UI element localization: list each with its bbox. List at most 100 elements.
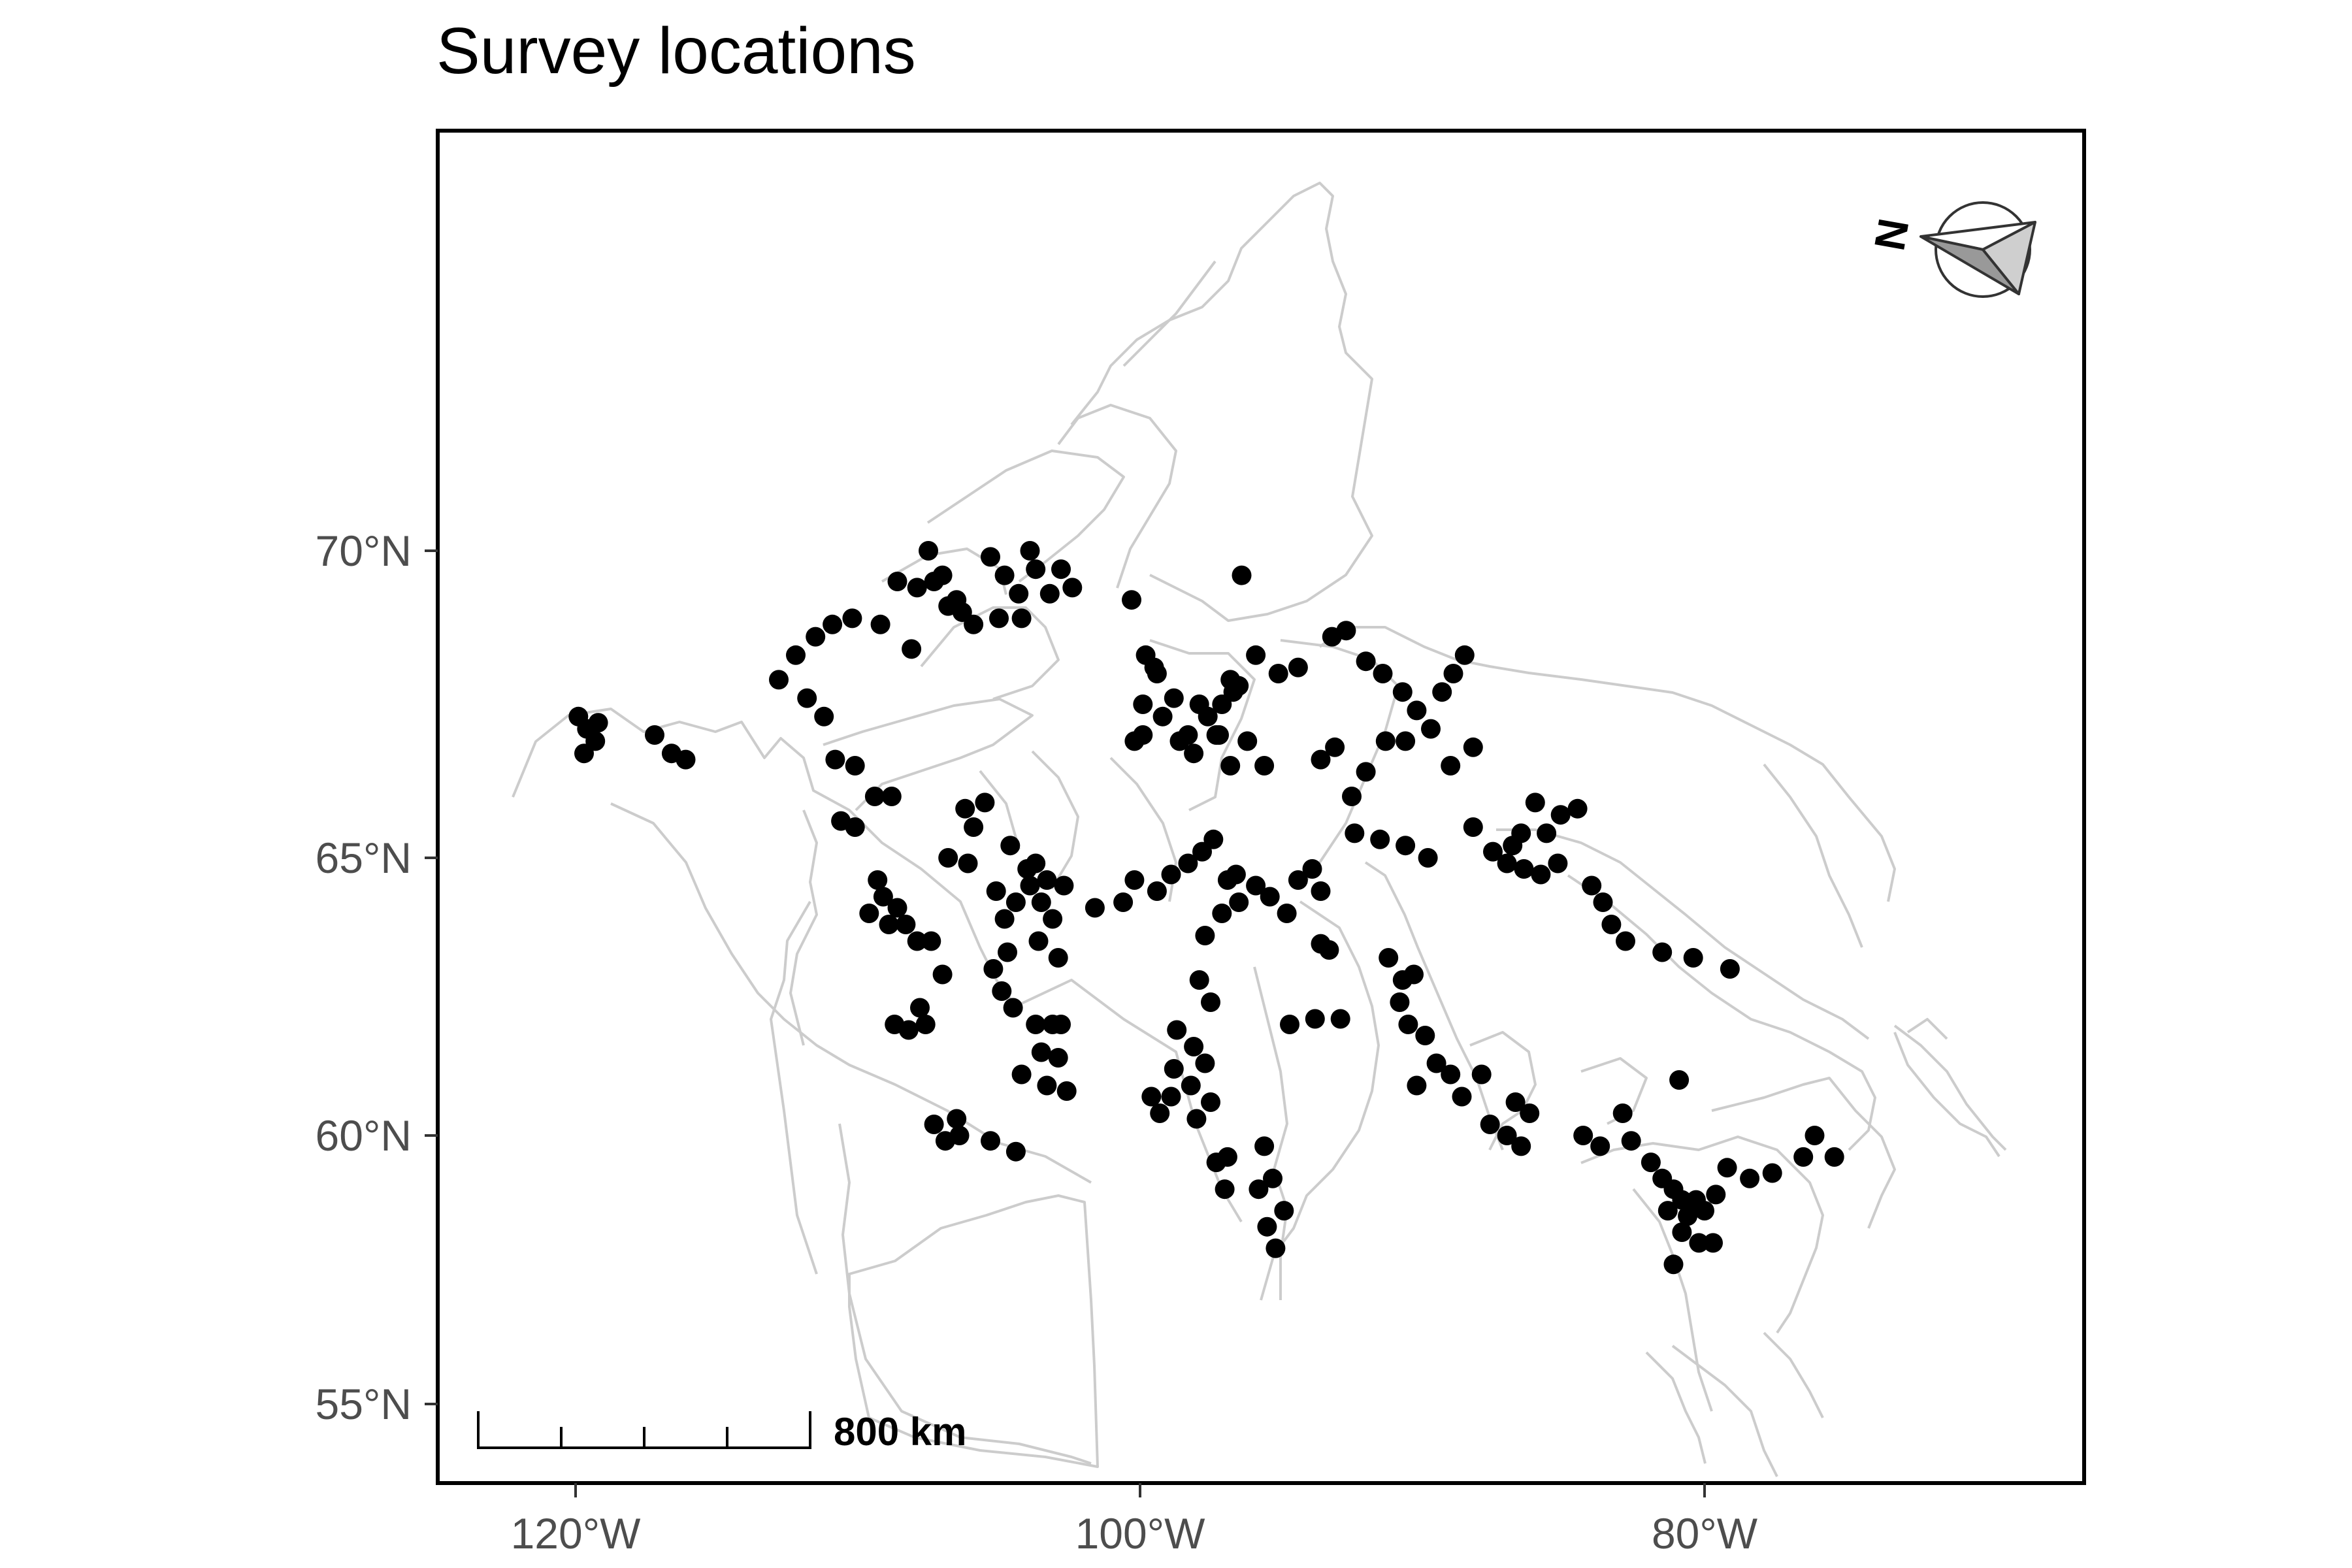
survey-point [1229,892,1249,912]
survey-point [588,713,608,733]
survey-point [1037,870,1057,890]
survey-point [1454,645,1475,665]
survey-point [1122,590,1141,610]
survey-point [1330,1009,1350,1029]
plot-frame [436,129,2086,1485]
survey-point [1342,787,1362,806]
survey-point [1220,756,1241,776]
survey-point [947,590,967,610]
survey-point [1305,1009,1325,1029]
survey-point [868,870,888,890]
survey-point [1497,853,1517,874]
survey-point [1407,700,1427,721]
survey-point [1189,970,1209,990]
survey-point [1514,859,1534,879]
survey-point [1203,829,1224,849]
survey-point [994,909,1015,929]
survey-point [1432,682,1452,702]
survey-point [1612,1103,1633,1123]
survey-point [1164,1059,1184,1079]
survey-point [870,614,890,634]
survey-point [887,898,907,918]
survey-point [932,565,953,585]
survey-point [1415,1026,1435,1045]
survey-point [1051,559,1071,580]
survey-point [989,608,1009,629]
survey-point [864,787,885,806]
survey-point [1373,664,1393,683]
survey-point [896,915,916,934]
survey-point [1048,1048,1068,1068]
survey-point [1573,1126,1593,1145]
survey-points-layer [568,541,1844,1275]
survey-point [1311,749,1331,770]
survey-point [1497,1126,1517,1145]
survey-point [806,627,826,647]
survey-point [992,981,1012,1001]
survey-point [1000,836,1021,856]
survey-point [1212,904,1232,923]
survey-point [1793,1147,1814,1167]
survey-point [1311,881,1331,901]
survey-point [1133,694,1153,714]
x-tick-label: 80°W [1652,1509,1758,1558]
survey-point [881,787,902,806]
x-axis: 120°W 100°W 80°W [511,1483,1758,1558]
survey-point [825,749,845,770]
survey-point [998,942,1017,962]
survey-point [1483,841,1503,862]
survey-point [1161,1086,1181,1107]
survey-point [1663,1254,1684,1275]
survey-point [1407,1075,1427,1096]
survey-point [1150,1103,1170,1123]
survey-point [981,1131,1000,1151]
survey-point [1511,1136,1531,1156]
survey-point [1232,565,1252,585]
y-axis: 70°N 65°N 60°N 55°N [316,527,438,1428]
survey-point [1181,1075,1201,1096]
survey-point [1678,1206,1698,1226]
survey-point [1124,731,1145,751]
survey-point [1325,737,1345,757]
survey-point [574,743,594,764]
y-tick-label: 65°N [316,834,412,882]
survey-point [986,881,1006,901]
survey-point [1480,1115,1500,1134]
survey-point [1703,1233,1723,1253]
survey-point [1548,853,1568,874]
survey-point [1396,836,1416,856]
survey-point [879,915,899,934]
survey-point [645,725,664,745]
survey-point [1274,1201,1294,1221]
survey-point [1237,731,1258,751]
map-title: Survey locations [436,14,916,88]
survey-point [1288,870,1308,890]
survey-point [1302,859,1322,879]
survey-point [1054,875,1074,896]
survey-point [797,688,817,708]
survey-point [1392,682,1413,702]
survey-point [907,578,927,598]
survey-point [1085,898,1105,918]
y-tick-label: 60°N [316,1111,412,1160]
survey-point [1593,892,1613,912]
survey-point [1356,762,1376,782]
survey-point [1421,719,1441,739]
survey-point [964,817,984,837]
survey-point [994,565,1015,585]
survey-point [1263,1168,1282,1188]
survey-point [1257,1217,1277,1237]
survey-point [1226,864,1246,885]
survey-point [1056,1081,1077,1101]
survey-point [1195,926,1215,945]
survey-point [1223,682,1243,702]
survey-point [1167,1020,1187,1040]
survey-point [955,798,975,819]
survey-point [1672,1190,1692,1210]
survey-point [1147,664,1167,683]
survey-point [1268,664,1288,683]
survey-point [1249,1179,1269,1200]
survey-point [1683,948,1703,968]
survey-point [1505,1092,1526,1112]
survey-point [1026,853,1046,874]
